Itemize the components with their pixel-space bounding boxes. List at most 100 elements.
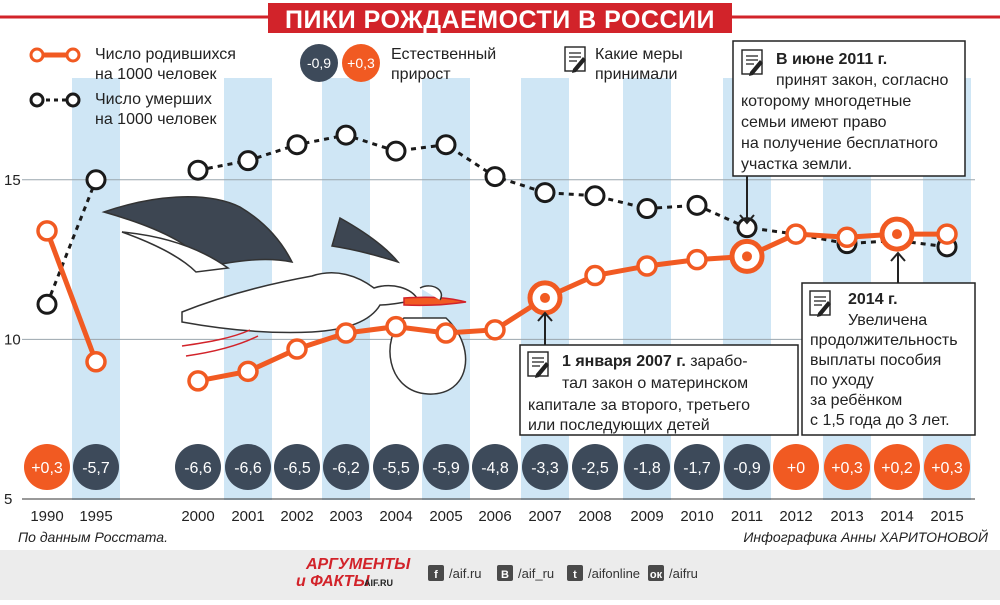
social-links: f/aif.ru В/aif_ru t/aifonline ок/aifru: [428, 565, 698, 581]
legend-births-label: Число родившихся на 1000 человек: [95, 46, 236, 83]
annotation-2007-bold: 1 января 2007 г.: [562, 353, 686, 370]
deaths-point: [636, 198, 658, 220]
births-point: [636, 255, 658, 277]
births-point: [435, 322, 457, 344]
growth-value: -6,6: [234, 460, 262, 477]
growth-badge: [674, 444, 720, 490]
annotation-2014: [801, 282, 976, 436]
births-point: [335, 322, 357, 344]
annotation-2007-line1: зарабо-: [686, 353, 748, 370]
births-line: [197, 231, 947, 384]
annotation-2014-text: 2014 г. Увеличена продолжительность выплат…: [809, 290, 958, 429]
social-handle: /aifonline: [588, 566, 640, 581]
growth-value: -4,8: [481, 460, 509, 477]
annotation-2014-body: Увеличена продолжительность выплаты пособи…: [810, 312, 958, 429]
growth-badge: [472, 444, 518, 490]
annotation-2007-line4: или последующих детей: [528, 417, 710, 434]
births-point: [286, 338, 308, 360]
x-tick-label: 2010: [680, 508, 713, 525]
deaths-point: [534, 182, 556, 204]
growth-value: +0,3: [831, 460, 863, 477]
growth-value: -0,9: [733, 460, 761, 477]
births-line-1990s: [44, 229, 99, 363]
social-link[interactable]: ок/aifru: [648, 565, 698, 581]
logo-bottom: и ФАКТЫ: [296, 573, 370, 590]
social-icon-box: [497, 565, 513, 581]
year-band: [72, 78, 120, 500]
y-axis-ticks: 5 10 15: [4, 172, 21, 508]
legend-deaths-label: Число умерших на 1000 человек: [95, 91, 218, 128]
x-tick-label: 1995: [79, 508, 112, 525]
social-icon-box: [648, 565, 664, 581]
social-icon-box: [567, 565, 583, 581]
x-axis-labels: 1990 1995 2000 2001 2002 2003 2004 2005 2006 2007…: [30, 508, 963, 525]
x-tick-label: 2000: [181, 508, 214, 525]
annotation-2007-line3: капитале за второго, третьего: [528, 397, 750, 414]
social-link[interactable]: f/aif.ru: [428, 565, 482, 581]
logo-site: AIF.RU: [364, 578, 393, 588]
births-point: [187, 370, 209, 392]
growth-badge: [175, 444, 221, 490]
x-tick-label: 2012: [779, 508, 812, 525]
deaths-point: [584, 185, 606, 207]
growth-badge: [824, 444, 870, 490]
growth-value: -3,3: [531, 460, 559, 477]
x-tick-label: 1990: [30, 508, 63, 525]
growth-badge: [323, 444, 369, 490]
legend-positive-badge: [342, 44, 380, 82]
births-point: [385, 315, 407, 338]
x-tick-label: 2009: [630, 508, 663, 525]
growth-badge: [874, 444, 920, 490]
growth-value: -1,8: [633, 460, 661, 477]
growth-value: +0,2: [881, 460, 913, 477]
deaths-point: [335, 124, 357, 146]
source-note: По данным Росстата.: [18, 529, 168, 545]
deaths-point: [385, 140, 407, 162]
legend-births-marker: [29, 47, 81, 63]
legend-growth-label: Естественный прирост: [391, 46, 496, 83]
growth-badge: [724, 444, 770, 490]
annotation-2011-body: принят закон, согласно которому многодетн…: [741, 72, 948, 173]
author-credit: Инфографика Анны ХАРИТОНОВОЙ: [743, 528, 989, 545]
legend-negative-badge: [300, 44, 338, 82]
document-icon: [741, 49, 763, 76]
births-point: [237, 360, 259, 383]
x-tick-label: 2008: [578, 508, 611, 525]
growth-value: -5,9: [432, 460, 460, 477]
deaths-point: [237, 150, 259, 172]
svg-text:1 января 2007 г. зарабо-: 1 января 2007 г. зарабо- тал закон о мат…: [528, 353, 755, 434]
deaths-point: [187, 159, 209, 181]
document-icon: [527, 351, 549, 378]
births-point: [484, 319, 506, 341]
x-tick-label: 2002: [280, 508, 313, 525]
births-point: [584, 264, 606, 287]
social-icon-box: [428, 565, 444, 581]
births-point-highlight-core: [892, 229, 902, 240]
social-link[interactable]: t/aifonline: [567, 565, 640, 581]
births-point: [785, 223, 807, 245]
chart-title: ПИКИ РОЖДАЕМОСТИ В РОССИИ: [285, 6, 715, 34]
document-icon: [809, 290, 831, 317]
x-tick-label: 2011: [731, 508, 763, 525]
growth-value: +0,3: [931, 460, 963, 477]
growth-badge: [73, 444, 119, 490]
legend-positive-value: +0,3: [347, 55, 375, 71]
growth-value: +0: [787, 460, 805, 477]
births-point: [936, 223, 958, 245]
y-tick-label: 5: [4, 491, 12, 508]
social-link[interactable]: В/aif_ru: [497, 565, 554, 581]
legend-negative-value: -0,9: [307, 55, 331, 71]
deaths-line-1990s: [45, 179, 98, 305]
year-band: [623, 78, 671, 500]
x-tick-label: 2001: [231, 508, 264, 525]
y-tick-label: 10: [4, 331, 21, 348]
x-tick-label: 2014: [880, 508, 913, 525]
x-tick-label: 2007: [528, 508, 561, 525]
growth-value: +0,3: [31, 460, 63, 477]
growth-value: -6,2: [332, 460, 360, 477]
social-icon: ок: [650, 569, 663, 581]
growth-badge: [624, 444, 670, 490]
growth-value: -6,5: [283, 460, 311, 477]
social-icon: t: [573, 569, 577, 581]
